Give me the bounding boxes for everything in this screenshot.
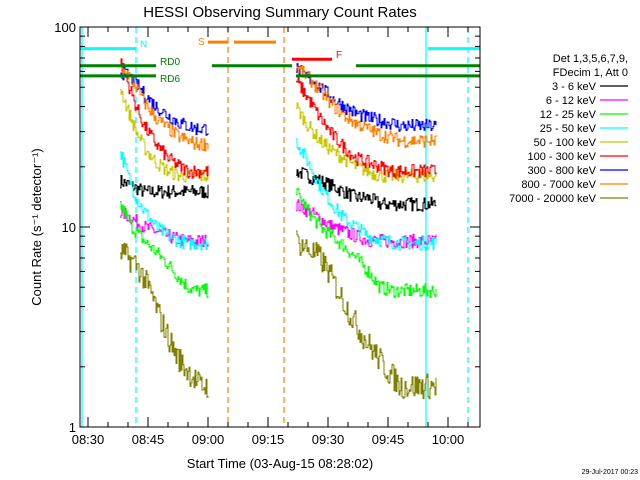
x-tick-label-5: 09:30 xyxy=(312,432,345,447)
x-tick-label-6: 09:45 xyxy=(372,432,405,447)
generation-timestamp: 29-Jul-2017 00:23 xyxy=(582,469,639,476)
series-line-4-part-1 xyxy=(120,151,209,251)
chart-title: HESSI Observing Summary Count Rates xyxy=(143,4,416,21)
y-tick-label-2: 10 xyxy=(62,220,76,235)
x-tick-label-7: 10:00 xyxy=(432,432,465,447)
x-tick-label-1: 08:30 xyxy=(72,432,105,447)
legend-label-1: 3 - 6 keV xyxy=(552,81,597,93)
series-line-7-part-2 xyxy=(296,63,437,132)
series-line-3-part-1 xyxy=(120,201,209,298)
legend-label-2: 6 - 12 keV xyxy=(546,95,597,107)
series-line-5-part-1 xyxy=(120,88,209,183)
series-line-3-part-2 xyxy=(296,187,437,299)
series-line-1-part-2 xyxy=(296,167,437,212)
series-line-4-part-2 xyxy=(296,138,437,251)
x-tick-label-3: 09:00 xyxy=(192,432,225,447)
plot-area: N RD0 RD6 S F xyxy=(80,27,480,427)
x-axis-title: Start Time (03-Aug-15 08:28:02) xyxy=(187,456,373,471)
series-line-6-part-2 xyxy=(296,77,437,179)
flag-label-f: F xyxy=(336,50,342,61)
legend: Det 1,3,5,6,7,9, FDecim 1, Att 0 3 - 6 keV… xyxy=(509,53,628,205)
x-tick-label-4: 09:15 xyxy=(252,432,285,447)
axes: 08:30 08:45 09:00 09:15 09:30 09:45 10:00 1 10 10… xyxy=(54,20,480,447)
legend-label-5: 50 - 100 keV xyxy=(534,137,597,149)
plot-content: N RD0 RD6 S F xyxy=(80,27,480,427)
flag-label-n: N xyxy=(140,40,147,51)
series-line-6-part-1 xyxy=(120,58,209,179)
legend-header-2: FDecim 1, Att 0 xyxy=(553,67,628,79)
series-line-8-part-1 xyxy=(120,66,209,152)
series-line-8-part-2 xyxy=(296,65,437,149)
series-line-9-part-2 xyxy=(296,230,437,400)
legend-label-6: 100 - 300 keV xyxy=(528,151,597,163)
legend-label-8: 800 - 7000 keV xyxy=(521,179,596,191)
flag-label-rd0: RD0 xyxy=(160,57,180,68)
legend-label-9: 7000 - 20000 keV xyxy=(509,193,597,205)
legend-label-4: 25 - 50 keV xyxy=(540,123,597,135)
flag-label-rd6: RD6 xyxy=(160,74,180,85)
y-tick-label-3: 100 xyxy=(54,20,76,35)
flag-label-s: S xyxy=(198,37,205,48)
y-tick-label-1: 1 xyxy=(69,420,76,435)
legend-label-3: 12 - 25 keV xyxy=(540,109,597,121)
x-tick-label-2: 08:45 xyxy=(132,432,165,447)
legend-header-1: Det 1,3,5,6,7,9, xyxy=(553,53,628,65)
series-line-9-part-1 xyxy=(120,243,209,398)
series-line-1-part-1 xyxy=(120,175,209,199)
y-axis-title: Count Rate (s⁻¹ detector⁻¹) xyxy=(29,148,44,306)
legend-label-7: 300 - 800 keV xyxy=(528,165,597,177)
